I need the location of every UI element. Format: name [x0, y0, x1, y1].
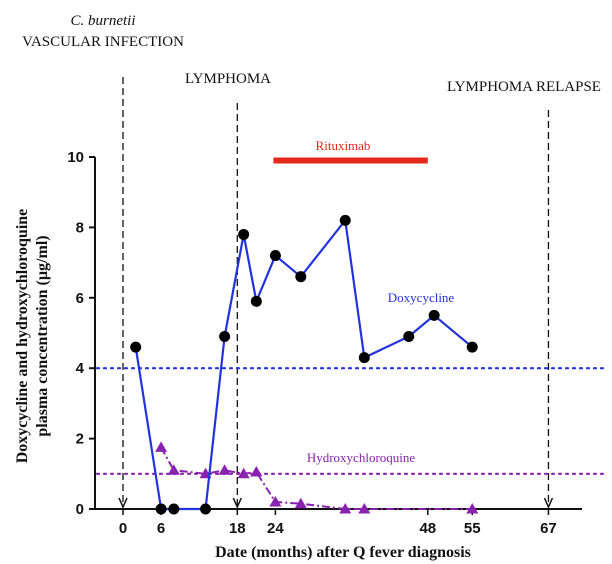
- y-tick-label-6: 6: [76, 290, 84, 307]
- x-tick-label-48: 48: [419, 520, 436, 537]
- hydroxychloroquine-point: [155, 441, 168, 452]
- y-tick-label-0: 0: [76, 501, 84, 518]
- event-arrow-infection: [118, 497, 128, 509]
- hydroxychloroquine-point: [358, 503, 371, 514]
- doxycycline-point: [238, 228, 250, 240]
- hydroxychloroquine-point: [339, 503, 352, 514]
- x-tick-label-18: 18: [229, 520, 246, 537]
- rituximab-label: Rituximab: [316, 138, 371, 153]
- doxycycline-point: [403, 331, 415, 343]
- hydroxychloroquine-label: Hydroxychloroquine: [307, 450, 416, 465]
- x-tick-label-0: 0: [119, 520, 127, 537]
- doxycycline-label: Doxycycline: [388, 290, 455, 305]
- doxycycline-point: [358, 352, 370, 364]
- doxycycline-point: [219, 331, 231, 343]
- hydroxychloroquine-point: [269, 495, 282, 507]
- doxycycline-point: [155, 503, 167, 515]
- doxycycline-point: [250, 295, 262, 307]
- infection-annotation: VASCULAR INFECTION: [22, 34, 184, 50]
- event-arrow-lymphoma: [232, 497, 242, 509]
- event-arrow-relapse: [543, 497, 554, 509]
- doxycycline-point: [168, 503, 180, 515]
- x-tick-label-55: 55: [464, 520, 481, 537]
- y-axis-label-line1: Doxycycline and hydroxychloroquine: [14, 209, 31, 464]
- doxycycline-line: [134, 217, 473, 511]
- y-tick-label-10: 10: [67, 149, 84, 166]
- y-tick-label-8: 8: [76, 219, 84, 236]
- labels-layer: C. burnetii VASCULAR INFECTION LYMPHOMA …: [14, 13, 601, 561]
- y-axis-label-line2: plasma concentration (µg/ml): [34, 235, 51, 436]
- doxycycline-point: [269, 250, 281, 262]
- hydroxychloroquine-point: [167, 464, 180, 475]
- y-axis-label: Doxycycline and hydroxychloroquine plasm…: [14, 209, 51, 464]
- doxycycline-point: [295, 271, 307, 283]
- hydroxychloroquine-point: [218, 464, 231, 475]
- relapse-annotation: LYMPHOMA RELAPSE: [447, 79, 601, 95]
- hydroxychloroquine-point: [294, 497, 307, 509]
- y-tick-label-4: 4: [76, 360, 85, 377]
- hydroxychloroquine-point: [237, 467, 250, 479]
- y-tick-label-2: 2: [76, 431, 84, 448]
- hydroxychloroquine-point: [250, 466, 263, 477]
- doxycycline-point: [339, 214, 351, 226]
- series-layer: [130, 214, 479, 515]
- x-tick-label-6: 6: [157, 520, 165, 537]
- doxycycline-point: [466, 341, 478, 353]
- reference-lines: [95, 77, 606, 509]
- x-tick-label-24: 24: [267, 520, 284, 537]
- organism-annotation: C. burnetii: [70, 13, 135, 29]
- doxycycline-point: [130, 341, 142, 353]
- doxycycline-point: [428, 309, 440, 321]
- x-axis-label: Date (months) after Q fever diagnosis: [215, 544, 471, 561]
- x-tick-label-67: 67: [540, 520, 557, 537]
- hydroxychloroquine-point: [466, 503, 479, 514]
- lymphoma-annotation: LYMPHOMA: [185, 71, 271, 87]
- doxycycline-point: [200, 503, 212, 515]
